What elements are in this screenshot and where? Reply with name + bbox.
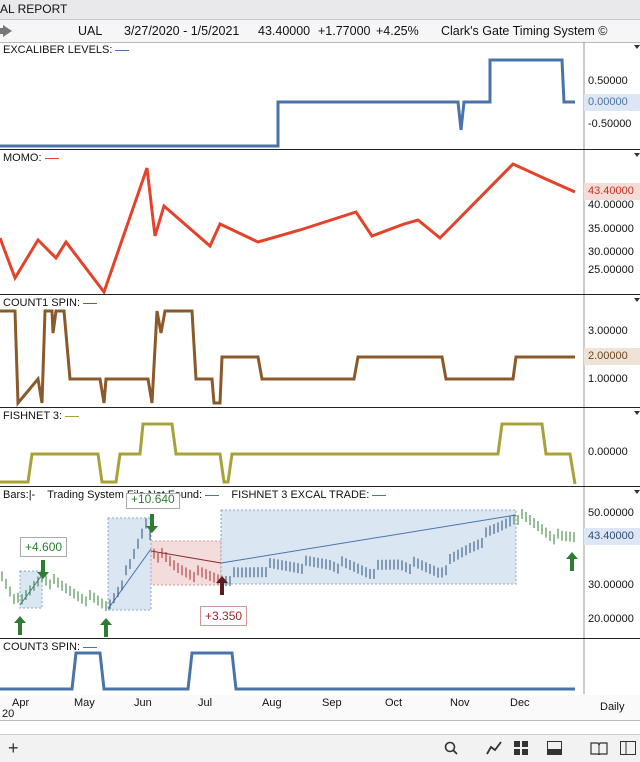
y-tick: 20.00000 (588, 613, 634, 625)
book-icon[interactable] (590, 741, 608, 755)
price-change-pct: +4.25% (376, 24, 419, 38)
y-tick: 30.00000 (588, 579, 634, 591)
layout-icon[interactable] (620, 741, 636, 755)
arrows (14, 514, 578, 637)
bars-label: Bars:|- Trading System File Not Found: F… (3, 489, 387, 501)
y-tick: 25.00000 (588, 264, 634, 276)
momo-panel[interactable]: MOMO: 40.00000 43.40000 35.00000 30.0000… (0, 150, 640, 295)
excaliber-panel[interactable]: EXCALIBER LEVELS: 0.50000 0.00000 -0.500… (0, 42, 640, 150)
momo-label: MOMO: (3, 152, 59, 164)
bottom-toolbar: + (0, 734, 640, 762)
fishnet-panel[interactable]: FISHNET 3: 0.00000 (0, 408, 640, 487)
window-title: AL REPORT (0, 2, 68, 16)
month-label: Jun (134, 697, 152, 709)
y-tick: 35.00000 (588, 223, 634, 235)
y-tick: 3.00000 (588, 325, 628, 337)
count1-label: COUNT1 SPIN: (3, 297, 98, 309)
panel-icon[interactable] (547, 741, 562, 755)
fishnet-plot (0, 408, 585, 486)
y-tick: 0.50000 (588, 75, 628, 87)
grid-icon[interactable] (514, 741, 528, 755)
date-range: 3/27/2020 - 1/5/2021 (124, 24, 240, 38)
y-tick: 40.00000 (588, 199, 634, 211)
trade-annotation: +4.600 (20, 537, 68, 557)
month-label: Sep (322, 697, 342, 709)
value-badge: 43.40000 (584, 528, 640, 545)
trade-annotation: +10.640 (126, 493, 180, 509)
trade-annotation: +3.350 (200, 606, 248, 626)
plus-icon[interactable]: + (8, 738, 19, 758)
value-badge: 0.00000 (584, 94, 640, 111)
excaliber-label: EXCALIBER LEVELS: (3, 44, 130, 56)
value-badge: 2.00000 (584, 348, 640, 365)
y-tick: 0.00000 (588, 446, 628, 458)
excaliber-plot (0, 42, 585, 149)
symbol-bar: UAL 3/27/2020 - 1/5/2021 43.40000 +1.770… (0, 20, 640, 43)
count3-panel[interactable]: COUNT3 SPIN: (0, 639, 640, 694)
fishnet-label: FISHNET 3: (3, 410, 80, 422)
system-name: Clark's Gate Timing System © (441, 24, 608, 38)
month-label: Jul (198, 697, 213, 709)
count3-plot (0, 639, 585, 694)
count1-panel[interactable]: COUNT1 SPIN: 3.00000 2.00000 1.00000 (0, 295, 640, 408)
month-label: Nov (450, 697, 470, 709)
bars-plot (1, 487, 585, 638)
y-tick: 30.00000 (588, 246, 634, 258)
count3-label: COUNT3 SPIN: (3, 641, 98, 653)
y-tick: 1.00000 (588, 373, 628, 385)
momo-plot (0, 150, 585, 294)
excal-trade-label: FISHNET 3 EXCAL TRADE: (231, 489, 370, 501)
y-tick: 50.00000 (588, 507, 634, 519)
price-change: +1.77000 (318, 24, 371, 38)
year-label: 20 (2, 708, 15, 720)
month-label: May (74, 697, 95, 709)
panel-menu-icon[interactable] (634, 153, 640, 157)
bars-panel[interactable]: Bars:|- Trading System File Not Found: F… (0, 487, 640, 639)
panel-menu-icon[interactable] (634, 490, 640, 494)
y-tick: -0.50000 (588, 118, 632, 130)
panel-menu-icon[interactable] (634, 45, 640, 49)
symbol-label[interactable]: UAL (78, 24, 103, 38)
x-axis: Apr May Jun Jul Aug Sep Oct Nov Dec 20 D… (0, 695, 640, 721)
panel-menu-icon[interactable] (634, 298, 640, 302)
line-chart-icon[interactable] (486, 741, 502, 755)
month-label: Oct (385, 697, 403, 709)
count1-plot (0, 295, 585, 407)
nav-arrow-icon[interactable] (0, 25, 12, 37)
last-price: 43.40000 (258, 24, 311, 38)
search-icon[interactable] (444, 741, 458, 755)
month-label: Dec (510, 697, 530, 709)
panel-menu-icon[interactable] (634, 411, 640, 415)
window-titlebar: AL REPORT (0, 0, 640, 20)
month-label: Aug (262, 697, 282, 709)
interval-selector[interactable]: Daily (600, 701, 625, 713)
month-label: Apr (12, 697, 30, 709)
value-badge: 43.40000 (584, 183, 640, 200)
